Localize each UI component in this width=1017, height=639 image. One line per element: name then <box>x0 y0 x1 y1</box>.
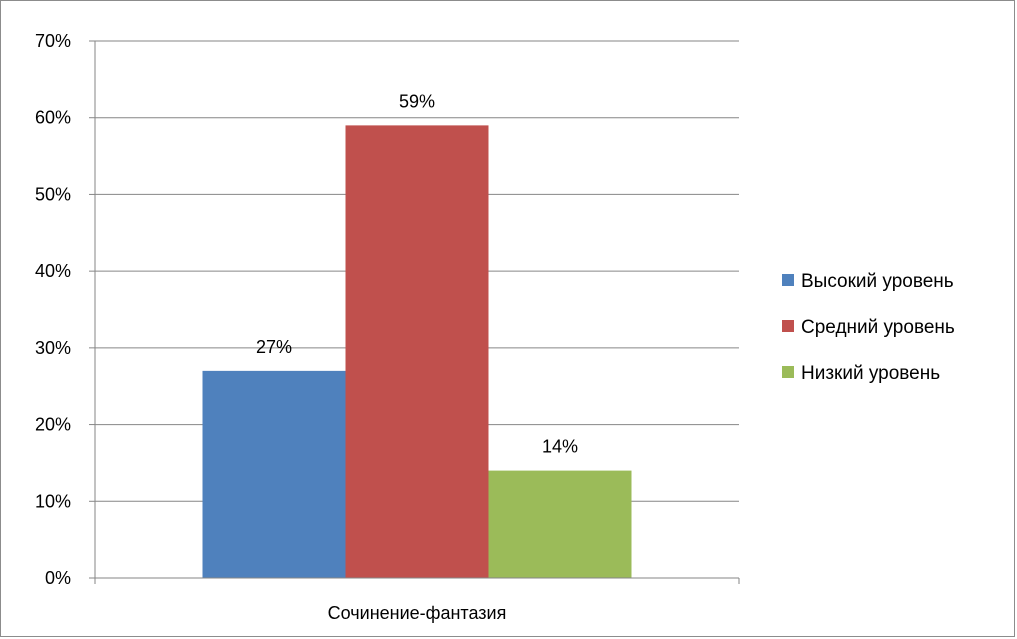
y-tick-label: 10% <box>35 491 71 511</box>
legend-label: Высокий уровень <box>801 271 954 292</box>
y-tick-label: 30% <box>35 338 71 358</box>
y-tick-label: 0% <box>45 568 71 588</box>
legend-label: Низкий уровень <box>801 363 940 384</box>
legend: Высокий уровень Средний уровень Низкий уро… <box>782 271 955 384</box>
bar-2 <box>345 125 489 578</box>
bar-3 <box>488 470 632 578</box>
bars <box>202 125 632 578</box>
legend-label: Средний уровень <box>801 317 955 338</box>
bar-1 <box>202 370 346 578</box>
axes <box>89 40 740 584</box>
x-category-label: Сочинение-фантазия <box>328 603 507 623</box>
legend-swatch <box>782 274 794 286</box>
y-tick-label: 60% <box>35 108 71 128</box>
data-label: 14% <box>542 437 578 457</box>
y-tick-label: 50% <box>35 184 71 204</box>
y-tick-label: 40% <box>35 261 71 281</box>
data-label: 59% <box>399 91 435 111</box>
legend-swatch <box>782 320 794 332</box>
data-label: 27% <box>256 337 292 357</box>
y-tick-label: 70% <box>35 31 71 51</box>
labels: 0% 10% 20% 30% 40% 50% 60% 70% 27% 59% 14% Сочинени… <box>35 31 578 623</box>
legend-swatch <box>782 366 794 378</box>
y-tick-label: 20% <box>35 415 71 435</box>
